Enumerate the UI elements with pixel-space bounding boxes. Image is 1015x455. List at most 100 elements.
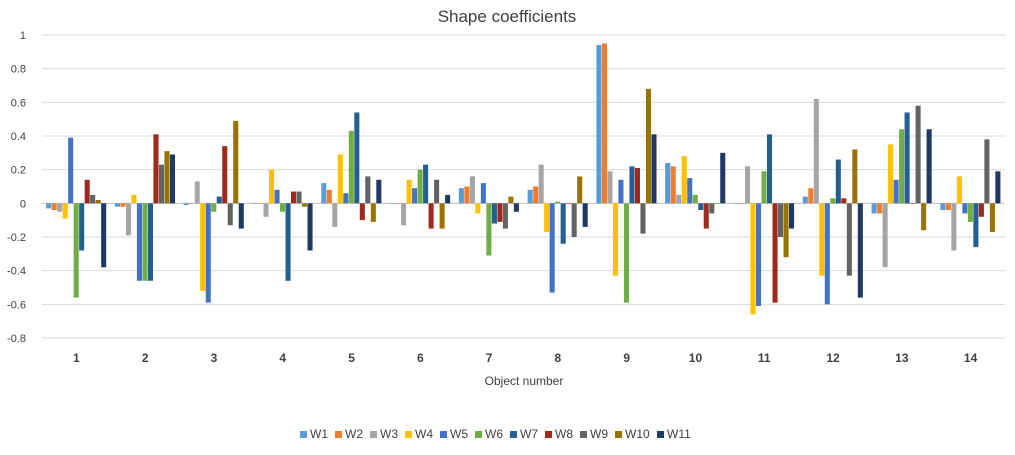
legend-label: W6 bbox=[485, 427, 503, 441]
bar-w11-obj-4 bbox=[307, 203, 313, 251]
legend-label: W11 bbox=[667, 427, 691, 441]
x-tick-label: 12 bbox=[826, 351, 840, 365]
bar-w7-obj-1 bbox=[79, 203, 85, 251]
bar-w4-obj-14 bbox=[956, 176, 962, 204]
bar-w1-obj-10 bbox=[665, 162, 671, 204]
legend-swatch bbox=[300, 431, 307, 438]
bar-w1-obj-1 bbox=[46, 203, 52, 209]
bar-w1-obj-11 bbox=[733, 203, 740, 204]
y-tick-label: 1 bbox=[20, 30, 26, 42]
bar-w9-obj-1 bbox=[90, 194, 96, 204]
bar-w6-obj-10 bbox=[692, 194, 698, 204]
x-tick-label: 8 bbox=[555, 351, 562, 365]
x-axis-ticks: 1 2 3 4 5 6 7 8 9 10 11 12 13 14 bbox=[73, 351, 978, 365]
x-tick-label: 5 bbox=[348, 351, 355, 365]
bar-w3-obj-12 bbox=[813, 98, 819, 204]
legend-label: W4 bbox=[415, 427, 433, 441]
bar-w7-obj-14 bbox=[973, 203, 979, 248]
x-tick-label: 2 bbox=[142, 351, 149, 365]
bar-w10-obj-9 bbox=[645, 88, 652, 204]
legend-swatch bbox=[405, 431, 412, 438]
bar-w3-obj-1 bbox=[57, 203, 63, 212]
bar-w9-obj-3 bbox=[227, 203, 233, 226]
bar-w5-obj-13 bbox=[893, 179, 899, 204]
bar-w7-obj-7 bbox=[491, 203, 497, 224]
bar-w1-obj-14 bbox=[940, 203, 946, 211]
bar-w5-obj-14 bbox=[962, 203, 968, 214]
bar-w3-obj-4 bbox=[263, 203, 269, 217]
legend-item-w5: W5 bbox=[440, 427, 468, 441]
bar-w7-obj-5 bbox=[354, 112, 360, 204]
bar-w3-obj-6 bbox=[401, 203, 407, 226]
bar-w3-obj-5 bbox=[332, 203, 338, 227]
bar-w9-obj-5 bbox=[365, 176, 371, 204]
y-tick-label: 0.4 bbox=[11, 131, 26, 143]
legend-swatch bbox=[335, 431, 342, 438]
bar-w3-obj-2 bbox=[125, 203, 131, 236]
x-tick-label: 4 bbox=[279, 351, 286, 365]
legend-label: W3 bbox=[380, 427, 398, 441]
legend-swatch bbox=[370, 431, 377, 438]
legend-swatch bbox=[580, 431, 587, 438]
bar-w8-obj-14 bbox=[978, 203, 984, 217]
bar-w8-obj-9 bbox=[634, 167, 640, 204]
y-tick-label: 0 bbox=[20, 198, 26, 210]
legend-swatch bbox=[440, 431, 447, 438]
bar-w3-obj-3 bbox=[194, 181, 200, 204]
bar-w10-obj-1 bbox=[95, 199, 101, 204]
bar-w11-obj-11 bbox=[789, 203, 795, 229]
bar-w11-obj-13 bbox=[926, 129, 932, 204]
bar-w9-obj-2 bbox=[158, 164, 164, 204]
bar-w11-obj-5 bbox=[376, 179, 382, 204]
legend-item-w1: W1 bbox=[300, 427, 328, 441]
bar-w4-obj-8 bbox=[544, 203, 550, 232]
bar-w4-obj-12 bbox=[819, 203, 825, 276]
bar-w2-obj-6 bbox=[395, 203, 401, 204]
bar-w6-obj-8 bbox=[555, 201, 561, 204]
bar-w6-obj-11 bbox=[761, 171, 767, 204]
bar-w6-obj-14 bbox=[967, 203, 973, 222]
bar-w11-obj-7 bbox=[513, 203, 519, 212]
legend-label: W7 bbox=[520, 427, 538, 441]
y-tick-label: -0.8 bbox=[7, 333, 26, 345]
legend-swatch bbox=[545, 431, 552, 438]
bar-w1-obj-9 bbox=[596, 45, 602, 204]
bar-w8-obj-3 bbox=[222, 146, 228, 204]
bar-w5-obj-11 bbox=[755, 203, 762, 307]
bar-w7-obj-8 bbox=[560, 203, 566, 244]
bar-w4-obj-3 bbox=[200, 203, 206, 291]
bar-w4-obj-4 bbox=[268, 169, 275, 204]
bar-w6-obj-6 bbox=[417, 169, 423, 204]
x-tick-label: 6 bbox=[417, 351, 424, 365]
bar-w5-obj-10 bbox=[687, 178, 693, 204]
bar-w3-obj-14 bbox=[951, 203, 957, 251]
x-tick-label: 13 bbox=[895, 351, 909, 365]
bar-w1-obj-13 bbox=[871, 203, 877, 214]
bar-w6-obj-4 bbox=[279, 203, 286, 212]
bar-w2-obj-12 bbox=[808, 188, 814, 204]
bar-w7-obj-12 bbox=[835, 159, 841, 204]
bar-w4-obj-9 bbox=[612, 203, 618, 276]
bar-w3-obj-8 bbox=[538, 164, 544, 204]
bars bbox=[46, 43, 1001, 315]
bar-w2-obj-7 bbox=[464, 186, 470, 204]
bar-w5-obj-12 bbox=[824, 203, 830, 305]
bar-w11-obj-3 bbox=[238, 203, 244, 229]
bar-w4-obj-1 bbox=[62, 203, 68, 219]
bar-w8-obj-5 bbox=[359, 203, 365, 221]
bar-w5-obj-9 bbox=[618, 179, 624, 204]
x-tick-label: 7 bbox=[486, 351, 493, 365]
bar-w10-obj-2 bbox=[164, 151, 170, 204]
bar-w8-obj-13 bbox=[910, 203, 916, 204]
bar-w10-obj-8 bbox=[577, 176, 583, 204]
legend-item-w8: W8 bbox=[545, 427, 573, 441]
legend-label: W10 bbox=[625, 427, 650, 441]
bar-w2-obj-5 bbox=[326, 189, 332, 204]
bar-w4-obj-2 bbox=[131, 194, 137, 204]
legend-swatch bbox=[475, 431, 482, 438]
bar-w6-obj-13 bbox=[899, 129, 905, 204]
bar-w8-obj-6 bbox=[428, 203, 434, 229]
bar-w4-obj-5 bbox=[337, 154, 343, 204]
bar-w6-obj-3 bbox=[211, 203, 217, 212]
